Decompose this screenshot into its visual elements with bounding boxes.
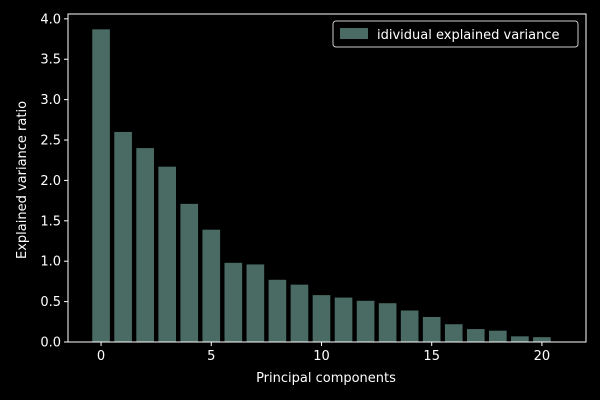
- bar-pc-3: [158, 166, 177, 342]
- bar-pc-8: [268, 279, 287, 342]
- legend-swatch: [340, 28, 368, 39]
- legend-label: idividual explained variance: [377, 28, 559, 43]
- y-tick-label: 3.0: [40, 93, 61, 108]
- legend: idividual explained variance: [332, 20, 579, 48]
- x-axis-label: Principal components: [256, 371, 396, 386]
- bar-pc-10: [312, 295, 331, 342]
- y-tick-label: 4.0: [40, 12, 61, 27]
- plot-frame: [67, 13, 587, 343]
- y-tick-label: 0.5: [40, 295, 61, 310]
- bar-pc-13: [378, 303, 397, 342]
- bar-pc-19: [511, 336, 529, 342]
- bar-pc-18: [489, 330, 507, 342]
- bars-layer: [92, 29, 551, 342]
- axes-layer: [67, 13, 587, 343]
- x-tick-label: 0: [97, 349, 105, 364]
- x-tick-label: 5: [207, 349, 215, 364]
- bar-pc-4: [180, 203, 199, 342]
- bar-pc-15: [422, 316, 441, 342]
- x-tick-label: 15: [423, 349, 440, 364]
- bar-pc-11: [334, 297, 353, 342]
- y-tick-label: 2.5: [40, 134, 61, 149]
- x-tick-label: 10: [313, 349, 330, 364]
- bar-pc-9: [290, 284, 309, 342]
- y-tick-label: 1.0: [40, 255, 61, 270]
- bar-pc-2: [136, 148, 154, 342]
- y-tick-label: 1.5: [40, 214, 61, 229]
- bar-pc-5: [202, 229, 221, 342]
- y-tick-label: 2.0: [40, 174, 61, 189]
- legend-box: [332, 20, 579, 48]
- x-tick-label: 20: [534, 349, 551, 364]
- bar-pc-17: [466, 329, 485, 342]
- bar-pc-20: [533, 337, 551, 342]
- bar-pc-7: [246, 264, 265, 342]
- bar-pc-6: [224, 262, 243, 342]
- y-tick-label: 0.0: [40, 336, 61, 351]
- ticks-layer: 0 5 10 15 20 0.0 0.5 1.0 1.5 2.0 2.5 3.0 3.5 4.0: [40, 12, 550, 364]
- bar-pc-12: [356, 300, 375, 342]
- bar-pc-14: [400, 310, 419, 342]
- y-tick-label: 3.5: [40, 53, 61, 68]
- bar-pc-1: [114, 131, 132, 342]
- bar-pc-16: [444, 324, 463, 342]
- bar-pc-0: [92, 29, 110, 342]
- y-axis-label: Explained variance ratio: [15, 101, 30, 259]
